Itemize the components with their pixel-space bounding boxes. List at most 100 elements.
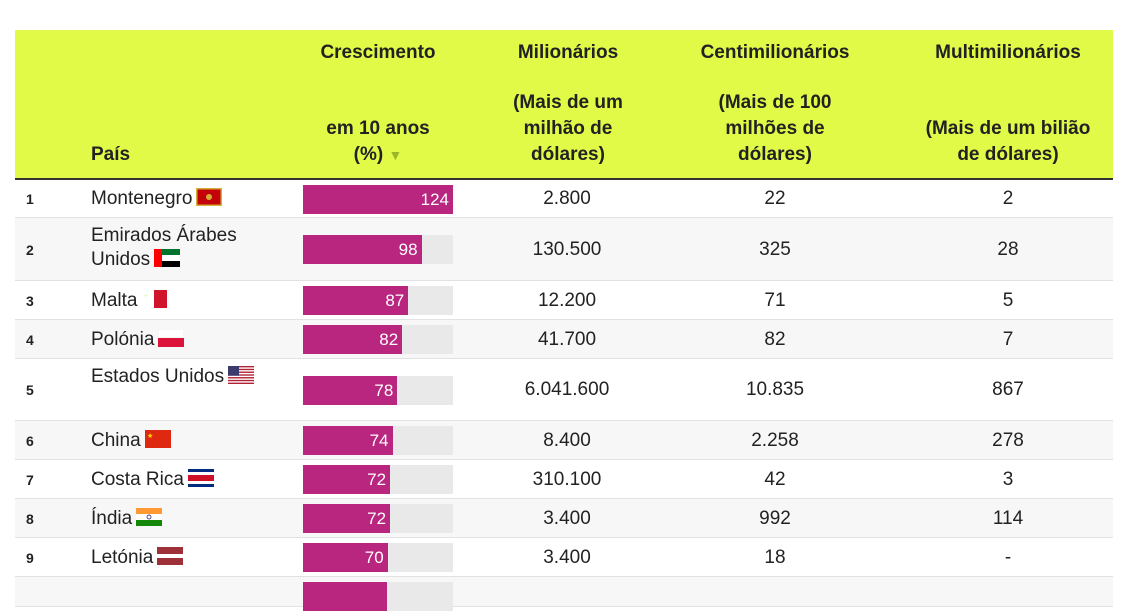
growth-bar-track: 74: [303, 426, 453, 455]
header-growth-unit: (%): [353, 144, 384, 165]
growth-value: 78: [374, 380, 394, 400]
centimillionaires-value: 2.258: [751, 429, 799, 451]
header-line: Multimilionários: [935, 42, 1081, 63]
multimillionaires-value: 867: [992, 379, 1024, 400]
multimillionaires-value: 7: [1002, 328, 1014, 350]
latvia-flag-icon: [157, 546, 184, 565]
centimillionaires-value: 82: [764, 328, 786, 350]
growth-value: 124: [420, 189, 449, 209]
header-line: milhões de: [725, 118, 825, 139]
header-line: de dólares): [957, 144, 1059, 165]
growth-bar: 72: [303, 504, 391, 533]
centimillionaires-value: 18: [764, 546, 786, 568]
growth-bar: 78: [303, 375, 398, 405]
growth-bar-track: 87: [303, 286, 453, 315]
country-name: Costa Rica: [91, 468, 184, 490]
growth-value: 72: [367, 509, 387, 528]
growth-bar: 70: [303, 543, 388, 572]
growth-value: 87: [385, 291, 405, 310]
table-row: 8 Índia 72 3.400 992 114: [15, 499, 1113, 538]
centimillionaires-value: 22: [764, 188, 786, 209]
rank: 9: [26, 549, 34, 566]
rank: 4: [26, 331, 34, 348]
header-line: (Mais de um bilião: [925, 118, 1091, 139]
header-growth-line: em 10 anos: [326, 118, 430, 139]
growth-bar: 98: [303, 235, 422, 264]
millionaires-value: 2.800: [543, 188, 591, 209]
table-body: 1 Montenegro 124 2.800 22 2 2 Emirados Á…: [15, 180, 1113, 611]
table-row-partial: [15, 577, 1113, 611]
millionaires-value: 310.100: [532, 468, 602, 490]
millionaires-value: 8.400: [543, 429, 591, 451]
country-name: Montenegro: [91, 188, 193, 209]
triangle-down-icon: ▼: [388, 147, 403, 163]
growth-bar: 124: [303, 184, 453, 214]
header-line: (Mais de 100: [718, 92, 832, 113]
centimillionaires-value: 10.835: [745, 379, 805, 400]
table-row: 7 Costa Rica 72 310.100 42 3: [15, 460, 1113, 499]
country-name: Letónia: [91, 546, 154, 568]
multimillionaires-value: 5: [1002, 289, 1014, 311]
table-row: 1 Montenegro 124 2.800 22 2: [15, 180, 1113, 218]
centimillionaires-value: 325: [759, 238, 791, 260]
header-line: dólares): [738, 144, 812, 165]
centimillionaires-value: 71: [764, 289, 786, 311]
millionaires-value: 130.500: [532, 238, 602, 260]
growth-value: 72: [367, 470, 387, 489]
millionaires-value: 3.400: [543, 507, 591, 529]
table-row: 3 Malta + 87 12.200 71 5: [15, 281, 1113, 320]
header-centimillionaires[interactable]: Centimilionários (Mais de 100 milhões de…: [675, 40, 875, 168]
svg-text:★: ★: [147, 432, 153, 440]
multimillionaires-value: -: [1004, 546, 1012, 568]
table-row: 5 Estados Unidos 78 6.041.600 10.835 867: [15, 359, 1113, 421]
millionaires-value: 3.400: [543, 546, 591, 568]
multimillionaires-value: 278: [992, 429, 1024, 451]
poland-flag-icon: [157, 328, 185, 347]
header-line: Centimilionários: [700, 42, 850, 63]
rank: 5: [26, 382, 34, 398]
growth-bar-track: 72: [303, 504, 453, 533]
rank: 1: [26, 191, 34, 207]
country-cell: Emirados Árabes Unidos: [91, 224, 281, 272]
header-multimillionaires[interactable]: Multimilionários (Mais de um bilião de d…: [898, 40, 1118, 168]
header-millionaires[interactable]: Milionários (Mais de um milhão de dólare…: [468, 40, 668, 168]
uae-flag-icon: [154, 249, 181, 267]
header-growth-line: (%) ▼: [278, 142, 478, 168]
millionaires-value: 12.200: [537, 289, 597, 311]
header-line: Milionários: [517, 42, 619, 63]
header-growth[interactable]: Crescimento em 10 anos (%) ▼: [278, 40, 478, 168]
country-name: China: [91, 429, 141, 451]
growth-bar-track: 70: [303, 543, 453, 572]
country-cell: Montenegro: [91, 187, 281, 211]
table-row: 9 Letónia 70 3.400 18 -: [15, 538, 1113, 577]
multimillionaires-value: 3: [1002, 468, 1014, 490]
growth-value: 74: [369, 431, 389, 450]
country-cell: Letónia: [91, 546, 281, 570]
growth-bar-track: 78: [303, 375, 453, 405]
growth-bar-track: 82: [303, 325, 453, 354]
rank: 7: [26, 471, 34, 488]
country-cell: Índia: [91, 507, 281, 531]
growth-bar: 87: [303, 286, 409, 315]
growth-bar-track: 124: [303, 184, 453, 214]
usa-flag-icon: [228, 366, 255, 384]
rank: 8: [26, 510, 34, 527]
header-line: (Mais de um: [513, 92, 623, 113]
centimillionaires-value: 992: [759, 507, 791, 529]
rank: 2: [26, 241, 34, 258]
table-header: País Crescimento em 10 anos (%) ▼ Milion…: [15, 30, 1113, 180]
china-flag-icon: ★: [144, 429, 171, 448]
header-country[interactable]: País: [91, 144, 131, 165]
multimillionaires-value: 28: [997, 238, 1019, 260]
centimillionaires-value: 42: [764, 468, 786, 490]
multimillionaires-value: 114: [992, 507, 1024, 529]
header-growth-line: Crescimento: [320, 42, 436, 63]
growth-bar-track: 98: [303, 235, 453, 264]
svg-text:+: +: [144, 293, 148, 300]
header-line: milhão de: [523, 118, 613, 139]
country-name: Índia: [91, 507, 133, 529]
growth-value: 70: [364, 548, 384, 567]
costa-rica-flag-icon: [187, 468, 214, 487]
table-row: 6 China ★ 74 8.400 2.258 278: [15, 421, 1113, 460]
millionaires-value: 41.700: [537, 328, 597, 350]
